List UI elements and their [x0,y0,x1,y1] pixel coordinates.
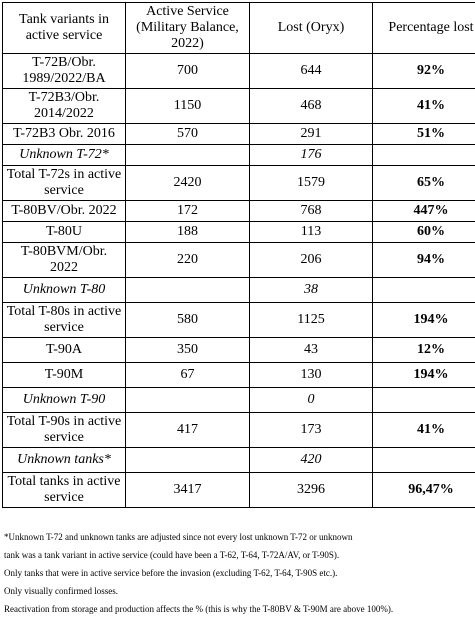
header-lost: Lost (Oryx) [250,3,373,54]
active-cell: 67 [126,363,250,388]
footnotes: *Unknown T-72 and unknown tanks are adju… [4,532,474,622]
active-cell: 417 [126,413,250,448]
table-row: T-72B3/Obr. 2014/2022 1150 468 41% [3,89,475,124]
active-cell [126,278,250,303]
variant-cell: T-90A [3,338,126,363]
active-cell: 700 [126,54,250,89]
footnote-line: Only tanks that were in active service b… [4,568,474,579]
footnote-line: tank was a tank variant in active servic… [4,550,474,561]
active-cell: 580 [126,303,250,338]
header-variant: Tank variants in active service [3,3,126,54]
table-row: Unknown T-80 38 [3,278,475,303]
active-cell: 1150 [126,89,250,124]
table-row: Total T-80s in active service 580 1125 1… [3,303,475,338]
active-cell: 172 [126,201,250,222]
variant-cell: T-80U [3,222,126,243]
variant-cell: Total T-80s in active service [3,303,126,338]
percentage-cell [373,278,475,303]
header-percentage: Percentage lost [373,3,475,54]
table-row: Unknown tanks* 420 [3,448,475,473]
percentage-cell: 96,47% [373,473,475,508]
lost-cell: 206 [250,243,373,278]
percentage-cell [373,145,475,166]
lost-cell: 1579 [250,166,373,201]
footnote-line: Reactivation from storage and production… [4,604,474,615]
active-cell [126,448,250,473]
table-row: T-72B/Obr. 1989/2022/BA 700 644 92% [3,54,475,89]
variant-cell: T-80BVM/Obr. 2022 [3,243,126,278]
header-row: Tank variants in active service Active S… [3,3,475,54]
table-row: Unknown T-72* 176 [3,145,475,166]
lost-cell: 130 [250,363,373,388]
table-row: T-80BV/Obr. 2022 172 768 447% [3,201,475,222]
percentage-cell: 51% [373,124,475,145]
percentage-cell: 447% [373,201,475,222]
lost-cell: 173 [250,413,373,448]
table-row: T-90A 350 43 12% [3,338,475,363]
variant-cell: T-90M [3,363,126,388]
table-row: T-90M 67 130 194% [3,363,475,388]
lost-cell: 38 [250,278,373,303]
percentage-cell: 94% [373,243,475,278]
lost-cell: 176 [250,145,373,166]
percentage-cell [373,448,475,473]
table-row: T-80U 188 113 60% [3,222,475,243]
lost-cell: 43 [250,338,373,363]
percentage-cell: 60% [373,222,475,243]
variant-cell: T-72B3/Obr. 2014/2022 [3,89,126,124]
footnote-line: Only visually confirmed losses. [4,586,474,597]
variant-cell: T-72B3 Obr. 2016 [3,124,126,145]
active-cell: 2420 [126,166,250,201]
variant-cell: Total T-72s in active service [3,166,126,201]
percentage-cell: 41% [373,89,475,124]
lost-cell: 468 [250,89,373,124]
active-cell: 570 [126,124,250,145]
table-row: T-72B3 Obr. 2016 570 291 51% [3,124,475,145]
active-cell [126,388,250,413]
lost-cell: 768 [250,201,373,222]
table-row: Total tanks in active service 3417 3296 … [3,473,475,508]
percentage-cell [373,388,475,413]
percentage-cell: 194% [373,363,475,388]
variant-cell: Total T-90s in active service [3,413,126,448]
active-cell: 188 [126,222,250,243]
table-row: Total T-90s in active service 417 173 41… [3,413,475,448]
percentage-cell: 194% [373,303,475,338]
percentage-cell: 92% [373,54,475,89]
table-row: Unknown T-90 0 [3,388,475,413]
percentage-cell: 65% [373,166,475,201]
variant-cell: Unknown tanks* [3,448,126,473]
lost-cell: 113 [250,222,373,243]
variant-cell: Unknown T-72* [3,145,126,166]
lost-cell: 644 [250,54,373,89]
lost-cell: 420 [250,448,373,473]
table-row: Total T-72s in active service 2420 1579 … [3,166,475,201]
tank-losses-table: Tank variants in active service Active S… [2,2,475,508]
active-cell [126,145,250,166]
percentage-cell: 41% [373,413,475,448]
variant-cell: T-80BV/Obr. 2022 [3,201,126,222]
percentage-cell: 12% [373,338,475,363]
active-cell: 350 [126,338,250,363]
variant-cell: Total tanks in active service [3,473,126,508]
lost-cell: 1125 [250,303,373,338]
active-cell: 3417 [126,473,250,508]
variant-cell: T-72B/Obr. 1989/2022/BA [3,54,126,89]
variant-cell: Unknown T-90 [3,388,126,413]
lost-cell: 291 [250,124,373,145]
active-cell: 220 [126,243,250,278]
footnote-line: *Unknown T-72 and unknown tanks are adju… [4,532,474,543]
header-active-service: Active Service (Military Balance, 2022) [126,3,250,54]
lost-cell: 0 [250,388,373,413]
variant-cell: Unknown T-80 [3,278,126,303]
table-row: T-80BVM/Obr. 2022 220 206 94% [3,243,475,278]
lost-cell: 3296 [250,473,373,508]
